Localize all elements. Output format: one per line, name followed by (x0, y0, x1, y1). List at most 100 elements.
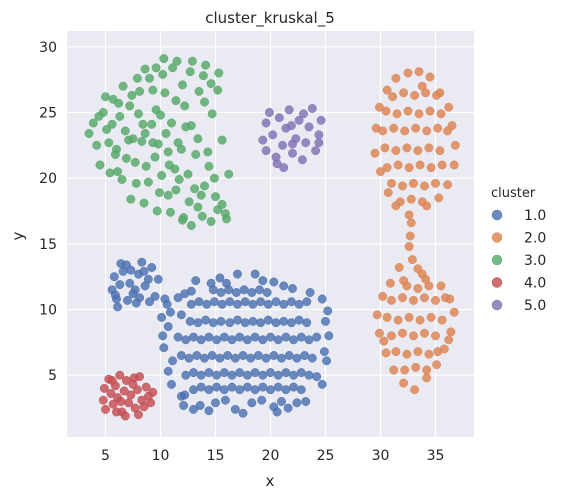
data-point (101, 92, 110, 102)
data-point (191, 150, 201, 159)
data-point (170, 164, 180, 174)
data-point (225, 297, 235, 307)
data-point (196, 382, 206, 392)
data-point (163, 366, 173, 376)
data-point (184, 353, 194, 363)
data-point (208, 285, 218, 295)
data-point (242, 370, 252, 380)
x-axis-ticks: 5 10 15 20 25 30 35 (101, 448, 444, 464)
data-point (194, 297, 204, 307)
data-point (411, 123, 421, 133)
data-point (407, 255, 417, 265)
data-point (300, 351, 310, 360)
data-point (201, 315, 211, 325)
data-point (157, 312, 167, 322)
data-point (233, 269, 242, 279)
data-point (250, 269, 260, 279)
data-point (246, 353, 256, 363)
data-point (163, 322, 173, 332)
data-point (154, 188, 164, 198)
data-point (110, 150, 120, 159)
data-point (417, 81, 427, 91)
data-point (288, 139, 297, 149)
data-point (436, 281, 446, 291)
data-point (211, 192, 220, 202)
data-point (216, 316, 226, 326)
data-point (292, 398, 302, 408)
data-point (238, 351, 248, 360)
x-tick-label: 10 (152, 448, 170, 464)
data-point (272, 407, 282, 417)
data-point (173, 138, 183, 148)
data-point (312, 332, 322, 342)
data-point (141, 382, 151, 392)
data-point (296, 368, 306, 378)
data-point (304, 335, 314, 345)
data-point (256, 297, 266, 307)
data-point (147, 263, 157, 272)
data-point (409, 295, 418, 305)
data-point (147, 119, 157, 129)
data-point (266, 368, 275, 378)
data-point (209, 297, 219, 307)
data-point (203, 147, 213, 157)
data-point (202, 299, 212, 309)
data-point (272, 159, 282, 169)
data-point (113, 302, 123, 312)
data-point (171, 185, 181, 195)
data-point (393, 160, 403, 170)
data-point (289, 370, 299, 380)
x-tick-label: 20 (262, 448, 280, 464)
data-point (215, 273, 225, 283)
data-point (131, 178, 141, 188)
data-point (413, 347, 423, 357)
data-point (391, 347, 401, 357)
data-point (217, 199, 227, 209)
data-point (162, 299, 172, 309)
data-point (105, 168, 115, 178)
data-point (222, 214, 231, 224)
data-point (301, 138, 311, 148)
data-point (159, 343, 169, 353)
data-point (426, 163, 436, 173)
data-point (231, 288, 241, 297)
data-point (127, 90, 137, 100)
data-point (106, 389, 116, 399)
data-point (271, 318, 281, 328)
data-point (153, 274, 163, 284)
data-point (123, 295, 132, 305)
data-point (286, 121, 296, 131)
data-point (258, 382, 268, 392)
data-point (255, 285, 264, 295)
data-point (139, 198, 149, 208)
legend-marker (491, 254, 503, 266)
data-point (121, 153, 131, 163)
data-point (393, 315, 403, 325)
data-point (157, 171, 167, 180)
data-point (185, 316, 195, 326)
data-point (415, 315, 425, 325)
legend-label: 2.0 (524, 231, 546, 247)
data-point (206, 79, 216, 89)
data-point (159, 54, 169, 64)
legend-items: 1.0 2.0 3.0 4.0 5.0 (491, 208, 546, 314)
data-point (304, 122, 314, 132)
data-point (382, 312, 392, 322)
data-point (450, 140, 460, 150)
data-point (176, 391, 186, 401)
data-point (160, 88, 170, 98)
data-point (258, 335, 268, 345)
data-point (116, 259, 126, 269)
data-point (400, 365, 410, 375)
data-point (242, 382, 252, 392)
data-point (217, 299, 227, 309)
data-point (132, 73, 142, 83)
data-point (435, 146, 445, 156)
data-point (323, 306, 333, 316)
data-point (268, 130, 278, 140)
data-point (385, 278, 395, 288)
data-point (378, 291, 388, 301)
data-point (370, 148, 380, 158)
data-point (214, 68, 224, 78)
data-point (389, 123, 399, 133)
